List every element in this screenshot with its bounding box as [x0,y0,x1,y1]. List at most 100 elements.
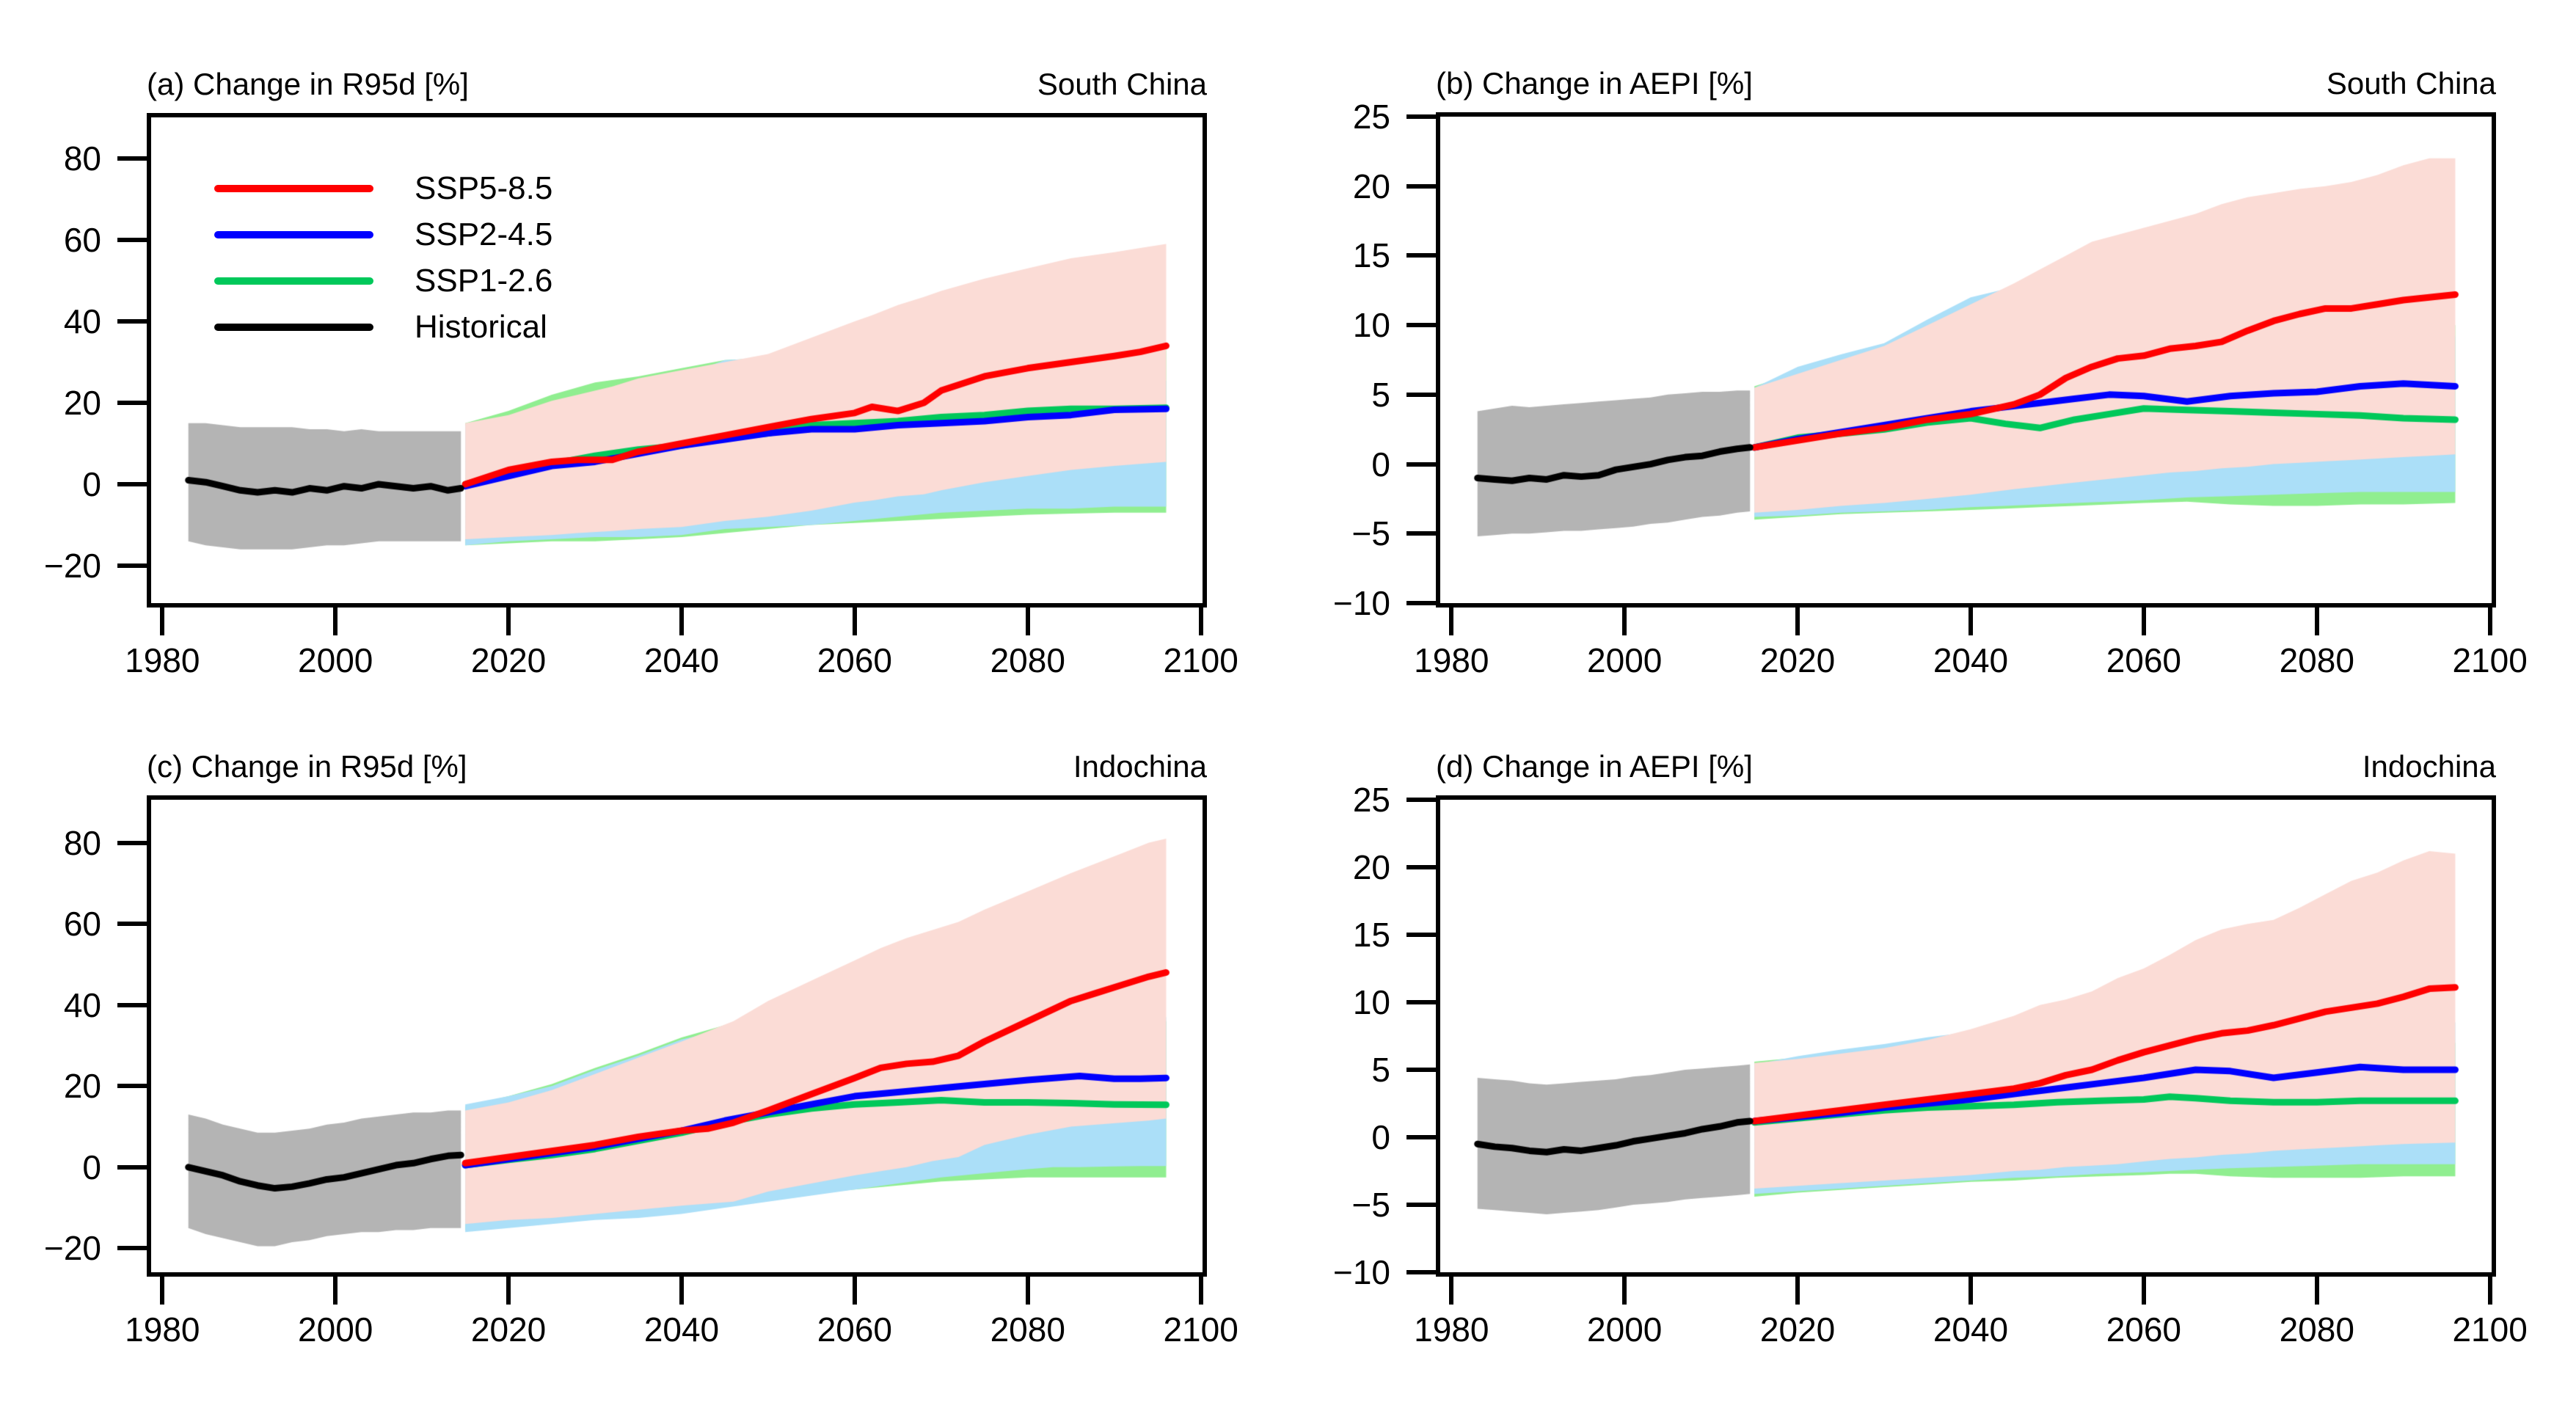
legend-line-swatch [214,277,373,285]
x-tick [2314,608,2319,635]
y-tick-label: −10 [1332,584,1390,622]
legend-item: SSP1-2.6 [214,258,552,304]
x-tick-label: 2040 [1933,1310,2009,1349]
y-tick-label: 20 [1352,848,1390,886]
y-tick-label: 0 [82,1148,101,1186]
y-tick-label: 0 [1371,445,1390,484]
y-tick-label: −20 [43,1229,101,1268]
x-tick [160,1277,165,1305]
x-tick-label: 1980 [1414,1310,1489,1349]
chart-canvas-a [151,117,1203,603]
x-tick [1795,608,1800,635]
x-tick [1198,608,1203,635]
y-tick [117,1002,147,1007]
plot-area-b: 25 20 15 10 5 0 −5 −10 1980 2000 2020 2040 2060 2080 2… [1333,98,2528,679]
y-tick-label: 25 [1352,98,1390,136]
x-tick [1622,608,1627,635]
x-tick [1795,1277,1800,1305]
panel-a-title: (a) Change in R95d [%] [147,67,469,101]
y-tick [117,1164,147,1170]
x-tick [852,1277,857,1305]
x-tick-label: 2060 [817,641,893,679]
y-tick [1406,1135,1436,1139]
x-tick-label: 2000 [1587,1310,1663,1349]
y-tick [117,238,147,243]
legend-label: SSP2-4.5 [415,216,553,252]
x-tick [506,1277,511,1305]
x-tick [2141,1277,2146,1305]
y-tick [1406,933,1436,937]
y-tick [1406,323,1436,328]
y-tick [1406,865,1436,869]
panel-d-title: (d) Change in AEPI [%] [1436,749,1753,784]
x-tick-label: 2020 [470,1310,547,1349]
y-tick [1406,392,1436,397]
x-tick-label: 2060 [817,1310,893,1349]
x-tick [333,608,338,635]
y-tick-label: 20 [63,383,101,422]
x-tick-label: 2000 [1587,641,1663,679]
x-tick [2141,608,2146,635]
x-tick-label: 2080 [990,1310,1065,1349]
x-tick-label: 2000 [298,641,373,679]
y-tick [1406,183,1436,189]
x-tick-label: 2080 [990,641,1065,679]
y-tick-label: 80 [63,139,101,178]
x-tick-label: 2020 [1759,1310,1836,1349]
y-tick [1406,1203,1436,1207]
legend-label: SSP5-8.5 [415,169,553,206]
x-tick [160,608,165,635]
x-tick [1449,608,1454,635]
y-tick-label: 80 [63,823,101,862]
legend-item: Historical [214,304,552,350]
y-tick [117,922,147,927]
x-tick-label: 1980 [125,1310,200,1349]
legend: SSP5-8.5 SSP2-4.5 SSP1-2.6 Historical [214,165,552,350]
y-tick [1406,1270,1436,1274]
panel-d-header: (d) Change in AEPI [%] Indochina [1436,747,2496,785]
y-tick [117,481,147,486]
legend-item: SSP5-8.5 [214,165,552,211]
x-tick [333,1277,338,1305]
x-tick-label: 2100 [2452,641,2528,679]
x-tick [2314,1277,2319,1305]
x-tick [2487,608,2492,635]
y-tick [1406,531,1436,536]
y-tick-label: 15 [1352,236,1390,275]
panel-b-header: (b) Change in AEPI [%] South China [1436,64,2496,102]
y-tick [1406,114,1436,119]
y-tick [1406,462,1436,467]
chart-canvas-d [1440,800,2492,1272]
legend-line-swatch [214,184,373,192]
y-tick [117,1246,147,1251]
y-tick [117,400,147,405]
y-tick [1406,253,1436,258]
y-tick-label: 60 [63,221,101,260]
x-tick-label: 1980 [1414,641,1489,679]
x-tick-label: 2060 [2106,641,2182,679]
legend-line-swatch [214,230,373,238]
y-tick [117,840,147,845]
panel-a-region-label: South China [1037,67,1207,101]
y-tick [1406,798,1436,802]
panel-b-title: (b) Change in AEPI [%] [1436,66,1753,101]
y-tick-label: 25 [1352,781,1390,819]
x-tick-label: 2080 [2279,641,2354,679]
y-tick-label: 15 [1352,916,1390,954]
y-tick-label: −20 [43,546,101,585]
y-tick [117,1084,147,1089]
y-tick-label: 20 [63,1067,101,1106]
y-tick-label: −5 [1351,1186,1390,1224]
chart-canvas-c [151,800,1203,1272]
x-tick-label: 2060 [2106,1310,2182,1349]
y-tick-label: 40 [63,302,101,340]
x-tick-label: 2040 [643,1310,720,1349]
y-tick-label: −5 [1351,514,1390,553]
x-tick-label: 2080 [2279,1310,2354,1349]
y-tick-label: 0 [1371,1118,1390,1156]
x-tick [1025,1277,1030,1305]
y-tick [1406,1000,1436,1004]
panel-b-region-label: South China [2326,66,2496,101]
x-tick [1968,608,1973,635]
